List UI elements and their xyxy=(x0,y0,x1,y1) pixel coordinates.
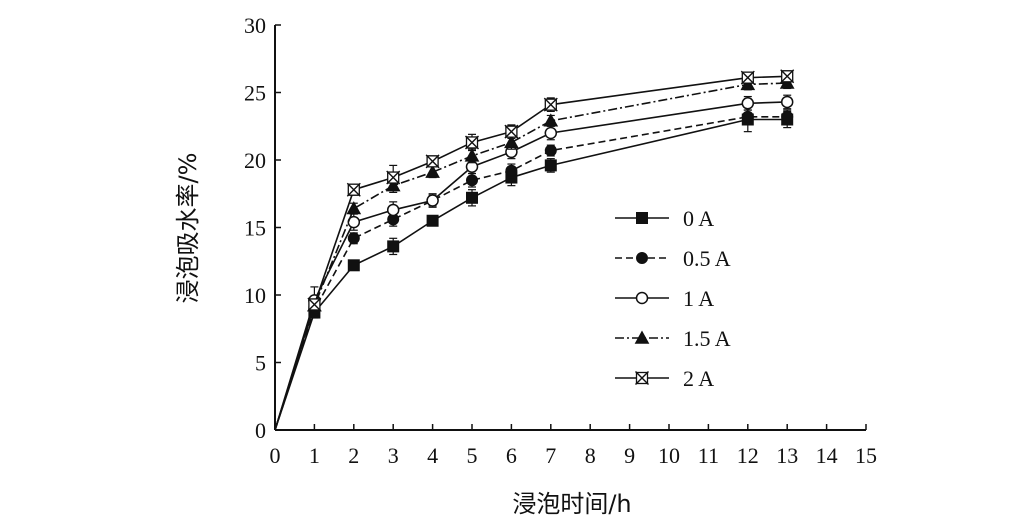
data-point xyxy=(466,174,478,187)
x-tick-label: 13 xyxy=(776,443,798,468)
legend-label: 1.5 A xyxy=(683,326,731,351)
series-line xyxy=(274,82,788,431)
data-point xyxy=(543,113,559,127)
data-point xyxy=(386,170,401,185)
legend-label: 0 A xyxy=(683,206,714,231)
series-line xyxy=(274,116,788,431)
data-point xyxy=(347,215,361,229)
legend-item: 1 A xyxy=(615,286,714,311)
data-point xyxy=(543,97,558,112)
data-point xyxy=(781,110,794,123)
data-point xyxy=(346,201,362,215)
y-tick-label: 15 xyxy=(244,216,266,241)
data-point xyxy=(741,97,755,110)
data-point xyxy=(544,159,557,172)
x-tick-label: 9 xyxy=(624,443,635,468)
x-tick-label: 14 xyxy=(816,443,838,468)
data-point xyxy=(307,297,322,312)
data-point xyxy=(466,191,478,204)
y-tick-label: 5 xyxy=(255,351,266,376)
series-4 xyxy=(274,69,795,431)
y-tick-label: 10 xyxy=(244,283,266,308)
data-point xyxy=(347,232,360,245)
marker-cross xyxy=(307,297,322,312)
x-tick-label: 8 xyxy=(585,443,596,468)
data-point xyxy=(346,182,361,197)
marker-cross xyxy=(425,154,440,169)
data-point xyxy=(504,134,519,149)
x-tick-label: 0 xyxy=(270,443,281,468)
data-point xyxy=(505,164,518,177)
legend-item: 2 A xyxy=(615,366,714,391)
legend-item: 1.5 A xyxy=(615,326,731,351)
x-tick-label: 15 xyxy=(855,443,877,468)
series-line xyxy=(274,75,788,431)
data-point xyxy=(425,164,440,178)
data-point xyxy=(740,70,755,85)
legend-marker xyxy=(634,330,650,344)
x-tick-label: 7 xyxy=(545,443,556,468)
data-point xyxy=(347,259,360,272)
marker-cross xyxy=(504,124,519,139)
marker-cross xyxy=(346,182,361,197)
legend-item: 0 A xyxy=(615,206,714,231)
legend-marker xyxy=(636,252,648,264)
data-point xyxy=(386,203,400,217)
data-point xyxy=(780,69,795,84)
marker-cross xyxy=(780,69,795,84)
series-line xyxy=(274,118,788,431)
legend-marker xyxy=(635,371,649,385)
series-layer xyxy=(274,69,795,431)
legend-marker xyxy=(635,291,649,305)
marker-cross xyxy=(465,135,479,150)
data-point xyxy=(544,144,557,157)
data-point xyxy=(465,135,479,150)
series-3 xyxy=(274,75,795,431)
x-tick-label: 4 xyxy=(427,443,438,468)
legend-marker xyxy=(636,212,648,224)
data-point xyxy=(544,126,558,140)
marker-cross xyxy=(635,371,649,385)
data-point xyxy=(780,95,794,109)
series-line xyxy=(274,101,788,431)
x-tick-label: 3 xyxy=(388,443,399,468)
y-tick-label: 30 xyxy=(244,13,266,38)
y-tick-label: 0 xyxy=(255,418,266,443)
legend-label: 1 A xyxy=(683,286,714,311)
x-tick-label: 10 xyxy=(658,443,680,468)
x-tick-label: 6 xyxy=(506,443,517,468)
y-axis-title: 浸泡吸水率/% xyxy=(174,153,202,304)
legend-item: 0.5 A xyxy=(615,246,731,271)
x-tick-label: 5 xyxy=(467,443,478,468)
x-tick-label: 1 xyxy=(309,443,320,468)
x-axis-title: 浸泡时间/h xyxy=(512,490,631,518)
legend: 0 A 0.5 A 1 A 1.5 A 2 A xyxy=(615,206,731,391)
x-tick-label: 11 xyxy=(698,443,719,468)
data-point xyxy=(387,240,400,253)
data-point xyxy=(504,124,519,139)
marker-cross xyxy=(543,97,558,112)
data-point xyxy=(426,194,439,207)
data-point xyxy=(425,154,440,169)
marker-cross xyxy=(740,70,755,85)
marker-cross xyxy=(386,170,401,185)
y-tick-label: 20 xyxy=(244,148,266,173)
x-tick-label: 12 xyxy=(737,443,759,468)
data-point xyxy=(464,148,480,162)
legend-label: 0.5 A xyxy=(683,246,731,271)
data-point xyxy=(426,214,439,227)
y-tick-label: 25 xyxy=(244,81,266,106)
legend-label: 2 A xyxy=(683,366,714,391)
data-point xyxy=(741,110,754,123)
x-tick-label: 2 xyxy=(348,443,359,468)
